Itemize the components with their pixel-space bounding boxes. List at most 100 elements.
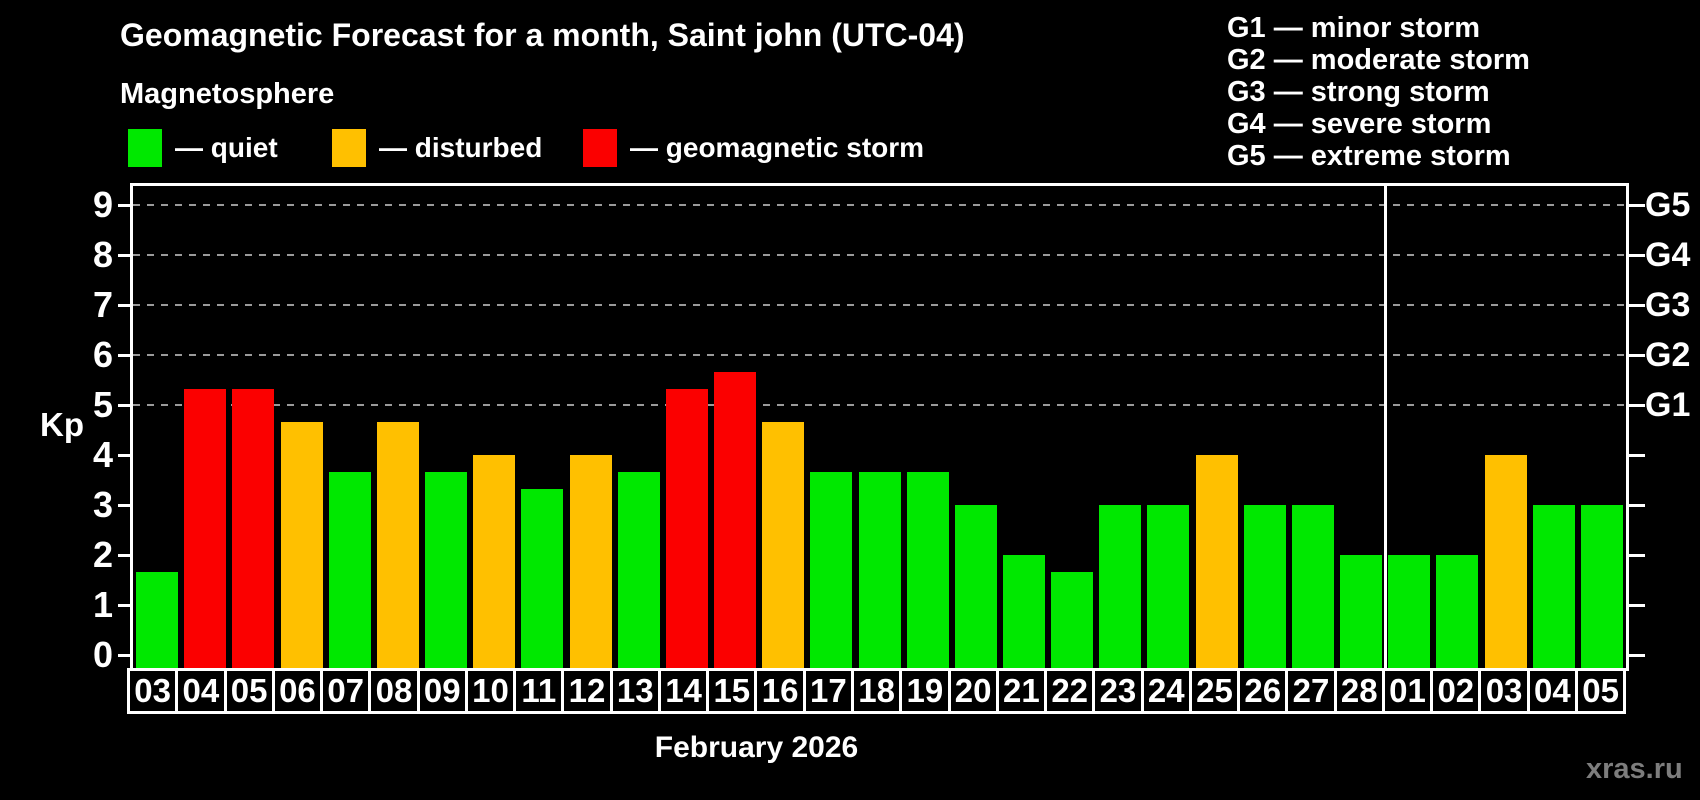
kp-bar	[184, 388, 227, 671]
x-axis-day-label: 03	[1481, 671, 1530, 711]
legend-label-quiet: — quiet	[175, 132, 278, 163]
kp-bar	[1051, 571, 1094, 671]
g-level-label-g3: G3	[1645, 286, 1691, 324]
kp-bar	[906, 471, 949, 671]
gridline-kp6	[133, 354, 1626, 356]
kp-bar	[280, 421, 323, 671]
x-axis-day-label: 26	[1240, 671, 1289, 711]
x-axis-day-label: 19	[902, 671, 951, 711]
g-level-label-g4: G4	[1645, 236, 1691, 274]
x-axis-day-label: 24	[1144, 671, 1192, 711]
x-axis-day-label: 21	[999, 671, 1048, 711]
right-axis-tick	[1629, 503, 1645, 507]
gridline-kp7	[133, 304, 1626, 306]
x-axis-day-label: 15	[709, 671, 758, 711]
x-axis-day-label: 09	[420, 671, 468, 711]
x-axis-day-label: 22	[1047, 671, 1096, 711]
quiet-color-swatch	[128, 129, 162, 167]
kp-bar	[1436, 555, 1479, 671]
kp-bar	[858, 471, 901, 671]
x-axis-day-label: 07	[323, 671, 372, 711]
disturbed-color-swatch	[332, 129, 366, 167]
x-axis-day-label: 20	[951, 671, 999, 711]
x-axis-day-label: 02	[1433, 671, 1482, 711]
kp-bar	[1243, 505, 1286, 671]
kp-bar	[1580, 505, 1623, 671]
y-axis-label: 4	[92, 434, 113, 475]
y-axis-tick	[118, 203, 130, 207]
storm-scale-line-g4: G4 — severe storm	[1227, 108, 1492, 140]
right-axis-tick	[1629, 453, 1645, 457]
x-axis-day-label: 13	[613, 671, 661, 711]
kp-bar	[1340, 555, 1383, 671]
plot-area: 0 1 2 3 4 5 6 7 8 9 G1 G2 G3 G4 G5	[93, 183, 1690, 675]
gridline-kp8	[133, 254, 1626, 256]
kp-bar	[714, 371, 757, 671]
kp-bar	[617, 471, 660, 671]
legend-label-storm: — geomagnetic storm	[630, 132, 925, 163]
kp-bar	[569, 455, 612, 671]
x-axis-day-label: 27	[1288, 671, 1337, 711]
gridline-kp5	[133, 404, 1626, 406]
storm-scale-line-g5: G5 — extreme storm	[1227, 140, 1511, 172]
y-axis-label: 6	[92, 334, 113, 375]
kp-bar	[473, 455, 516, 671]
kp-bar	[1484, 455, 1527, 671]
x-axis-day-label: 04	[1530, 671, 1578, 711]
y-axis-label: 1	[92, 584, 113, 625]
x-axis-day-label: 01	[1385, 671, 1434, 711]
storm-scale-line-g1: G1 — minor storm	[1227, 12, 1480, 44]
right-axis-tick	[1629, 553, 1645, 557]
kp-bar	[136, 571, 179, 671]
y-axis-tick	[118, 603, 130, 607]
y-axis-label: 5	[92, 384, 113, 425]
right-axis-tick	[1629, 353, 1645, 357]
magnetosphere-label: Magnetosphere	[120, 78, 335, 110]
x-axis-day-label: 23	[1095, 671, 1144, 711]
y-axis-label: 9	[92, 184, 113, 225]
y-axis-tick	[118, 503, 130, 507]
x-axis-day-label: 08	[371, 671, 420, 711]
y-axis-tick	[118, 553, 130, 557]
storm-scale-line-g2: G2 — moderate storm	[1227, 44, 1530, 76]
legend-label-disturbed: — disturbed	[379, 132, 543, 163]
legend-item-disturbed: — disturbed	[332, 127, 542, 169]
y-axis-tick	[118, 303, 130, 307]
x-axis-day-label: 06	[275, 671, 324, 711]
kp-bar	[1388, 555, 1431, 671]
storm-color-swatch	[583, 129, 617, 167]
g-level-label-g2: G2	[1645, 336, 1691, 374]
kp-bar	[810, 471, 853, 671]
storm-scale-legend: G1 — minor storm G2 — moderate storm G3 …	[1227, 12, 1530, 172]
x-axis-day-label: 25	[1192, 671, 1241, 711]
y-axis-label: 8	[92, 234, 113, 275]
legend-item-quiet: — quiet	[128, 127, 278, 169]
right-axis-tick	[1629, 653, 1645, 657]
y-axis-label: 2	[92, 534, 113, 575]
x-axis-day-label: 11	[516, 671, 565, 711]
x-axis-day-label: 05	[1582, 672, 1619, 709]
chart-title: Geomagnetic Forecast for a month, Saint …	[120, 17, 965, 53]
y-axis-label: 7	[92, 284, 113, 325]
legend-item-storm: — geomagnetic storm	[583, 127, 924, 169]
x-axis-day-label: 14	[661, 671, 710, 711]
x-axis-day-label: 10	[468, 671, 517, 711]
x-axis-day-label: 18	[854, 671, 903, 711]
y-axis-tick	[118, 403, 130, 407]
x-axis-day-label: 28	[1337, 671, 1385, 711]
x-axis-day-label: 04	[178, 671, 227, 711]
month-separator	[1383, 186, 1387, 671]
kp-bar	[954, 505, 997, 671]
y-axis-tick	[118, 453, 130, 457]
kp-bar	[232, 388, 275, 671]
x-axis-day-label: 16	[757, 671, 806, 711]
right-axis-tick	[1629, 253, 1645, 257]
right-axis-tick	[1629, 603, 1645, 607]
storm-scale-line-g3: G3 — strong storm	[1227, 76, 1490, 108]
x-axis-day-label: 12	[564, 671, 613, 711]
kp-bar	[1099, 505, 1142, 671]
y-axis-tick	[118, 353, 130, 357]
right-axis-tick	[1629, 303, 1645, 307]
y-axis-title: Kp	[40, 406, 84, 443]
